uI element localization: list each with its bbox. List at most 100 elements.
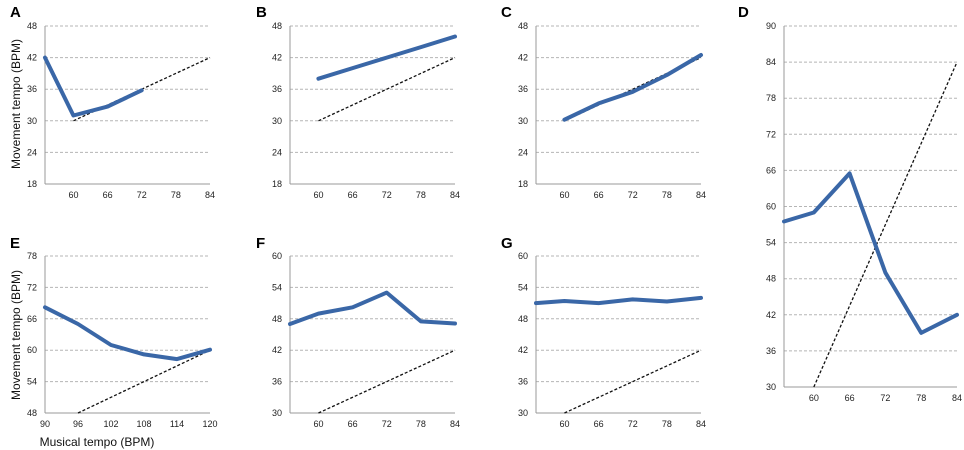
panel-a-ytick-label: 42 xyxy=(27,53,37,63)
panel-c-ytick-label: 36 xyxy=(518,84,528,94)
panel-d-ytick-label: 66 xyxy=(766,165,776,175)
panel-d-reference-line xyxy=(813,61,958,388)
panel-b-ytick-label: 24 xyxy=(272,147,282,157)
panel-f-letter: F xyxy=(256,235,265,252)
panel-a-ytick-label: 48 xyxy=(27,21,37,31)
panel-f-ytick-label: 36 xyxy=(272,377,282,387)
panel-e-series-line xyxy=(43,305,212,362)
panel-f-ytick-label: 60 xyxy=(272,251,282,261)
panel-c-letter: C xyxy=(501,4,512,21)
panel-e-ytick-label: 60 xyxy=(27,345,37,355)
panel-d-xtick-label: 60 xyxy=(809,393,819,403)
panel-b-reference-line xyxy=(318,57,456,122)
panel-e-ytick-label: 78 xyxy=(27,251,37,261)
panel-c-xtick-label: 72 xyxy=(628,190,638,200)
panel-e-xtick-label: 108 xyxy=(136,419,151,429)
panel-f-xtick-label: 84 xyxy=(450,419,460,429)
panel-e-ytick-label: 72 xyxy=(27,282,37,292)
panel-b-ytick-label: 48 xyxy=(272,21,282,31)
panel-g-ytick-label: 36 xyxy=(518,377,528,387)
panel-b-letter: B xyxy=(256,4,267,21)
panel-d-xtick-label: 84 xyxy=(952,393,962,403)
panel-e-xtick-label: 102 xyxy=(103,419,118,429)
panel-b-series-line xyxy=(316,34,457,81)
panel-d-xtick-label: 78 xyxy=(916,393,926,403)
panel-d-ytick-label: 42 xyxy=(766,310,776,320)
panel-c-xtick-label: 78 xyxy=(662,190,672,200)
panel-b-xtick-label: 72 xyxy=(382,190,392,200)
panel-d-ytick-label: 36 xyxy=(766,346,776,356)
panel-a-ytick-label: 24 xyxy=(27,147,37,157)
panel-e-xtick-label: 114 xyxy=(170,419,184,429)
panel-a-xtick-label: 84 xyxy=(205,190,215,200)
panel-a-xtick-label: 60 xyxy=(68,190,78,200)
panel-d-ytick-label: 84 xyxy=(766,57,776,67)
panel-e-ytick-label: 54 xyxy=(27,377,37,387)
panel-g-letter: G xyxy=(501,235,513,252)
panel-a-letter: A xyxy=(10,4,21,21)
panel-d-ytick-label: 60 xyxy=(766,202,776,212)
x-axis-label: Musical tempo (BPM) xyxy=(40,435,155,449)
panel-d-ytick-label: 30 xyxy=(766,382,776,392)
panel-g-xtick-label: 84 xyxy=(696,419,706,429)
panel-d-xtick-label: 66 xyxy=(845,393,855,403)
panel-g-ytick-label: 30 xyxy=(518,408,528,418)
panel-f-xtick-label: 60 xyxy=(313,419,323,429)
panel-f-xtick-label: 72 xyxy=(382,419,392,429)
panel-g-ytick-label: 60 xyxy=(518,251,528,261)
panel-f-ytick-label: 42 xyxy=(272,345,282,355)
panel-b-xtick-label: 84 xyxy=(450,190,460,200)
panel-e-xtick-label: 96 xyxy=(73,419,83,429)
panel-d-letter: D xyxy=(738,4,749,21)
panel-d-ytick-label: 72 xyxy=(766,129,776,139)
panel-g-ytick-label: 54 xyxy=(518,282,528,292)
panel-g-xtick-label: 66 xyxy=(594,419,604,429)
panel-d-series-line xyxy=(782,171,959,335)
panel-e-ytick-label: 48 xyxy=(27,408,37,418)
panel-d-xtick-label: 72 xyxy=(880,393,890,403)
panel-g-xtick-label: 72 xyxy=(628,419,638,429)
panel-d-ytick-label: 78 xyxy=(766,93,776,103)
panel-g-ytick-label: 42 xyxy=(518,345,528,355)
panel-f-series-line xyxy=(288,290,457,326)
panel-a-series-line xyxy=(43,55,144,118)
panel-a-ytick-label: 36 xyxy=(27,84,37,94)
panel-d-ytick-label: 48 xyxy=(766,274,776,284)
panel-d-ytick-label: 54 xyxy=(766,238,776,248)
panel-f-xtick-label: 66 xyxy=(348,419,358,429)
panel-e-xtick-label: 90 xyxy=(40,419,50,429)
panel-f-ytick-label: 30 xyxy=(272,408,282,418)
panel-c-ytick-label: 18 xyxy=(518,179,528,189)
panel-c-xtick-label: 60 xyxy=(559,190,569,200)
panel-e-letter: E xyxy=(10,235,20,252)
panel-a-ytick-label: 30 xyxy=(27,116,37,126)
panel-a-xtick-label: 72 xyxy=(137,190,147,200)
panel-c-xtick-label: 66 xyxy=(594,190,604,200)
panel-b-ytick-label: 18 xyxy=(272,179,282,189)
panel-e-xtick-label: 120 xyxy=(202,419,217,429)
panel-a-ytick-label: 18 xyxy=(27,179,37,189)
panel-c-ytick-label: 42 xyxy=(518,53,528,63)
panel-b-ytick-label: 42 xyxy=(272,53,282,63)
panel-g-xtick-label: 60 xyxy=(559,419,569,429)
panel-b-xtick-label: 78 xyxy=(416,190,426,200)
panel-d-ytick-label: 90 xyxy=(766,21,776,31)
panel-f-reference-line xyxy=(318,349,456,414)
panel-b-ytick-label: 30 xyxy=(272,116,282,126)
panel-f-ytick-label: 48 xyxy=(272,314,282,324)
panel-a-xtick-label: 78 xyxy=(171,190,181,200)
panel-e-ytick-label: 66 xyxy=(27,314,37,324)
panel-b-xtick-label: 66 xyxy=(348,190,358,200)
panel-f-ytick-label: 54 xyxy=(272,282,282,292)
y-axis-label-top: Movement tempo (BPM) xyxy=(9,39,23,169)
panel-c-ytick-label: 30 xyxy=(518,116,528,126)
panel-c-ytick-label: 48 xyxy=(518,21,528,31)
panel-c-xtick-label: 84 xyxy=(696,190,706,200)
panel-c-ytick-label: 24 xyxy=(518,147,528,157)
panel-b-xtick-label: 60 xyxy=(313,190,323,200)
panel-g-series-line xyxy=(534,295,703,306)
panel-g-reference-line xyxy=(564,349,702,414)
panel-g-ytick-label: 48 xyxy=(518,314,528,324)
panel-a-xtick-label: 66 xyxy=(103,190,113,200)
